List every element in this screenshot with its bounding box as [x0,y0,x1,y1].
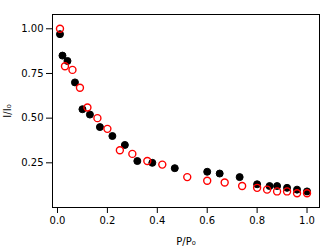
svg-text:1.00: 1.00 [21,23,43,34]
svg-text:0.4: 0.4 [149,215,165,226]
svg-text:0.2: 0.2 [99,215,115,226]
svg-text:0.8: 0.8 [249,215,265,226]
svg-text:0.6: 0.6 [199,215,215,226]
svg-text:0.25: 0.25 [21,157,43,168]
svg-text:I/I₀: I/I₀ [2,104,13,117]
svg-text:P/P₀: P/P₀ [176,236,195,247]
svg-text:0.50: 0.50 [21,112,43,123]
svg-text:0.0: 0.0 [50,215,66,226]
svg-text:0.75: 0.75 [21,68,43,79]
svg-text:1.0: 1.0 [299,215,315,226]
